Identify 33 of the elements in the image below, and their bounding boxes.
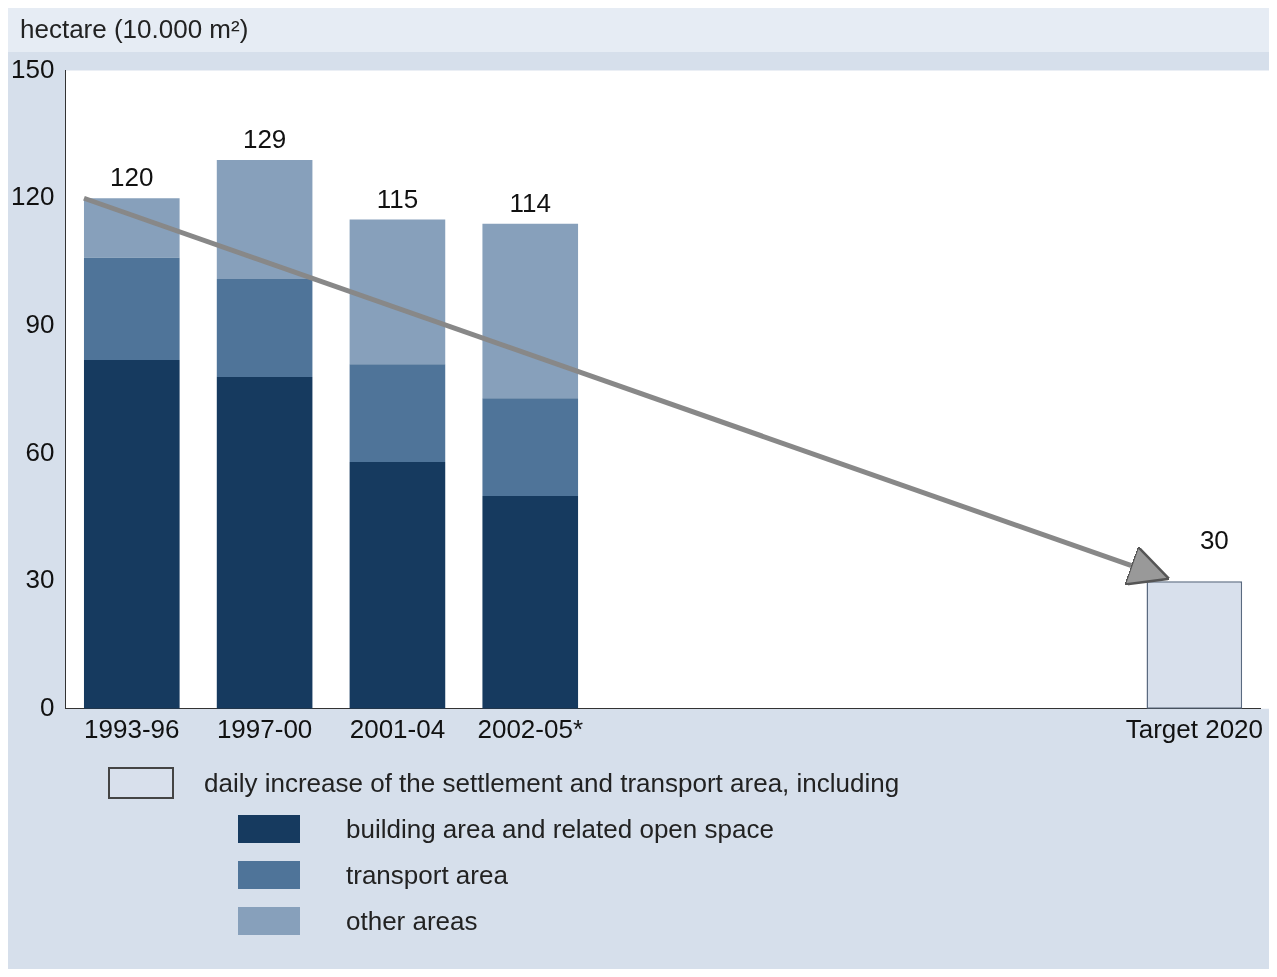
bar [216,376,313,709]
y-tick-label: 30 [25,564,55,595]
x-tick-label: 1993-96 [84,713,180,744]
legend-label: daily increase of the settlement and transport area, including [204,767,900,799]
bar [83,198,180,258]
bar [216,159,313,280]
bar [482,398,579,497]
bar [216,279,313,377]
total-label: 120 [110,162,154,193]
bar [83,359,180,709]
y-tick-label: 120 [10,181,55,212]
y-tick-label: 150 [10,53,55,84]
total-label: 114 [509,187,551,218]
legend-label: other areas [346,905,478,937]
bar [482,496,579,709]
legend-label: transport area [346,859,508,891]
x-tick-label: Target 2020 [1125,713,1263,744]
bar [349,462,446,709]
legend-label: building area and related open space [346,813,774,845]
bar [349,219,446,365]
x-tick-label: 1997-00 [216,713,313,744]
total-label: 129 [242,124,287,155]
bar [83,257,180,360]
bar [349,364,446,463]
y-tick-label: 60 [25,436,55,467]
total-label: 115 [376,183,419,214]
x-tick-label: 2001-04 [349,713,446,744]
y-axis-title: hectare (10.000 m²) [8,8,1269,52]
y-tick-label: 0 [39,691,55,722]
bar [482,223,579,399]
x-tick-label: 2002-05* [477,713,584,744]
y-tick-label: 90 [25,309,55,340]
total-label: 30 [1199,525,1229,556]
